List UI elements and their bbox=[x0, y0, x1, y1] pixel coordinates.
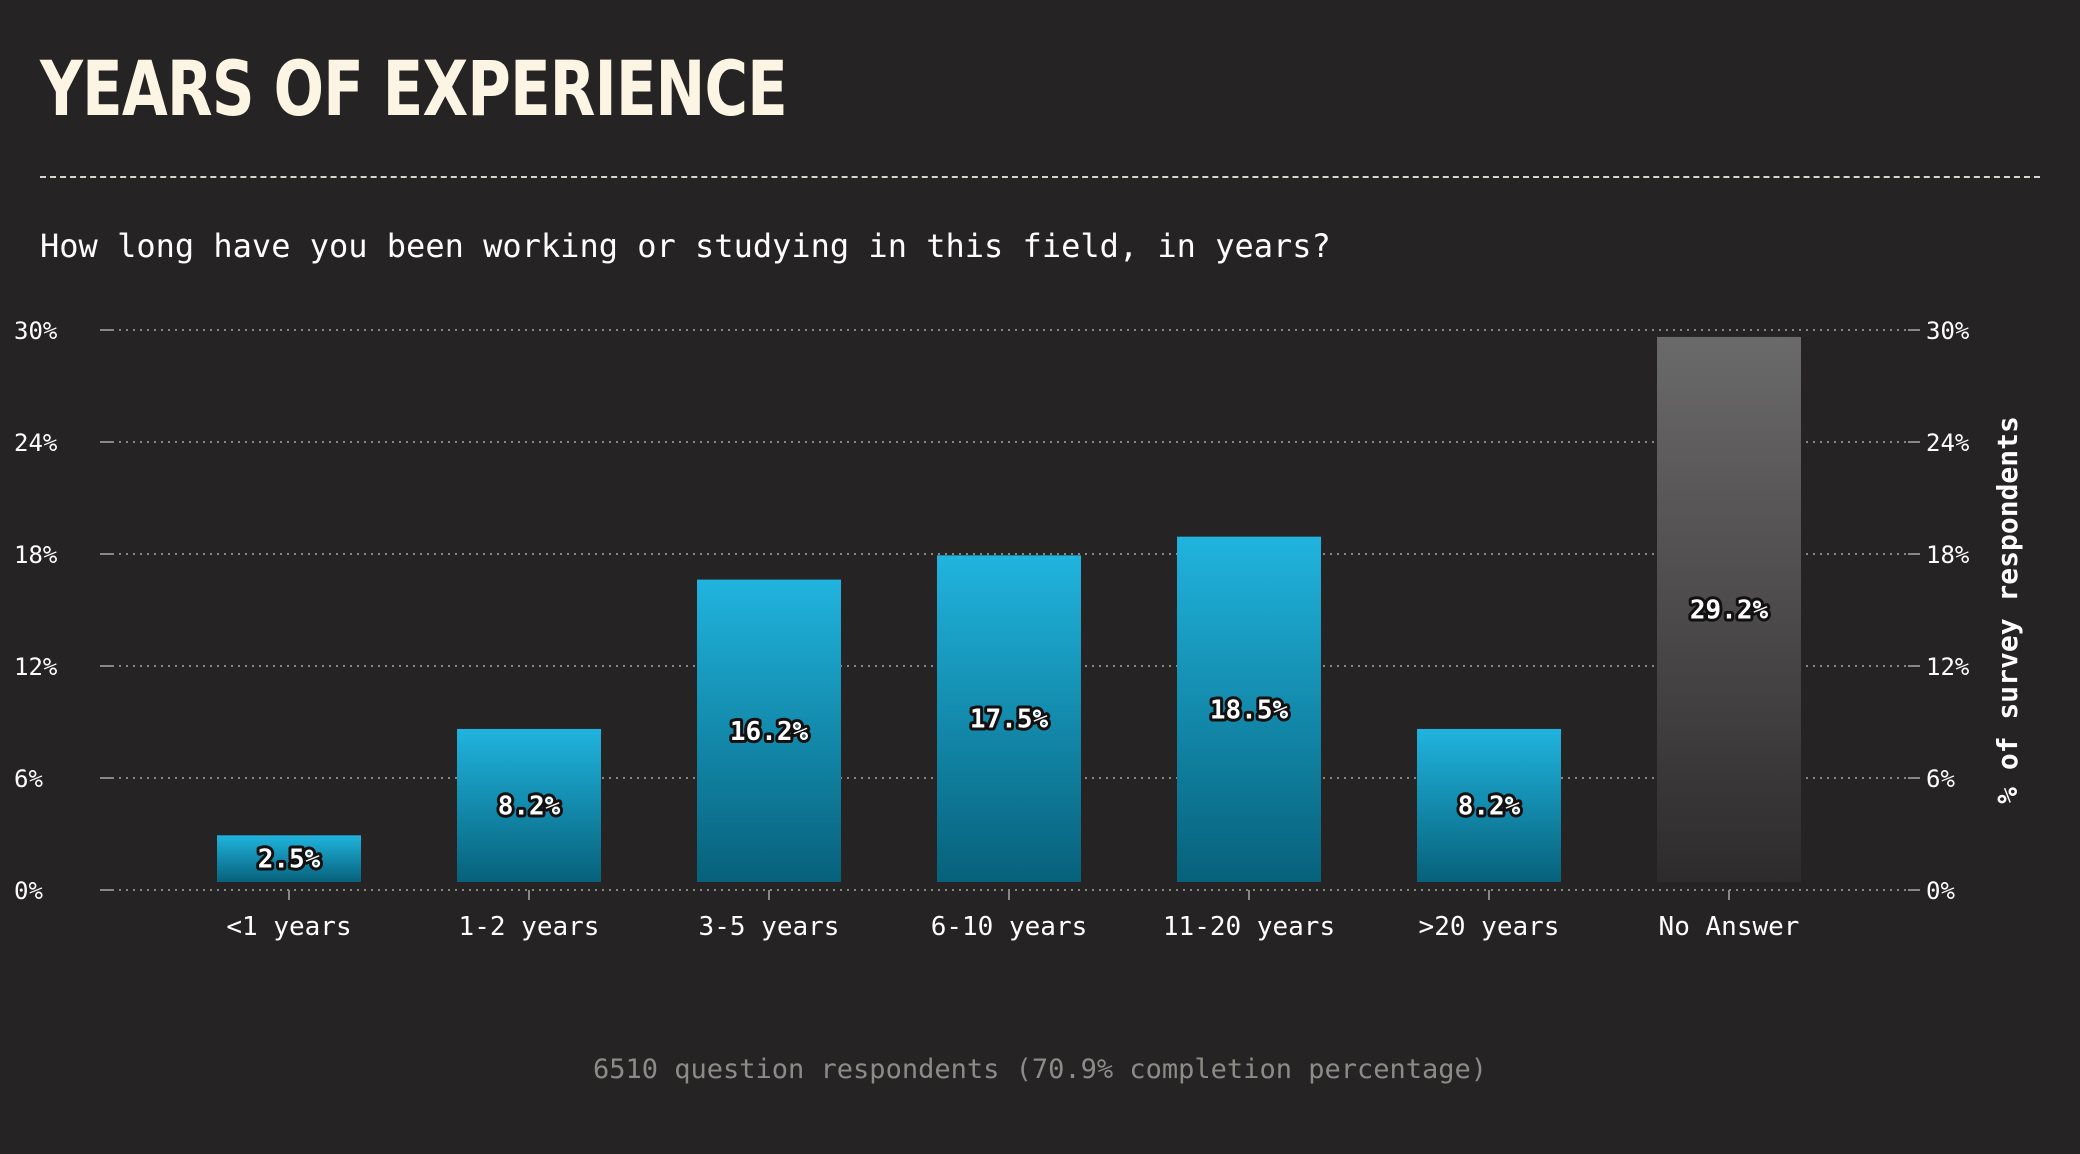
x-tick-label: 11-20 years bbox=[1163, 912, 1335, 942]
y-tick-label-right: 0% bbox=[1926, 877, 1955, 905]
data-label: 8.2% bbox=[498, 791, 561, 821]
y-tick-label-left: 0% bbox=[14, 877, 43, 905]
x-tick-label: 6-10 years bbox=[931, 912, 1088, 942]
y-tick-label-left: 12% bbox=[14, 653, 58, 681]
x-tick-label: 1-2 years bbox=[459, 912, 600, 942]
data-label: 2.5% bbox=[258, 845, 321, 875]
x-tick-label: No Answer bbox=[1659, 912, 1800, 942]
data-label: 16.2% bbox=[730, 717, 809, 747]
x-tick-label: >20 years bbox=[1419, 912, 1560, 942]
y-tick-label-right: 24% bbox=[1926, 429, 1970, 457]
y-tick-label-right: 6% bbox=[1926, 765, 1955, 793]
bar bbox=[697, 579, 841, 882]
data-label: 29.2% bbox=[1690, 595, 1769, 625]
y-tick-label-left: 24% bbox=[14, 429, 58, 457]
bar bbox=[1177, 536, 1321, 882]
x-tick-label: <1 years bbox=[226, 912, 351, 942]
y-tick-label-right: 30% bbox=[1926, 317, 1970, 345]
bar bbox=[1417, 728, 1561, 882]
data-label: 18.5% bbox=[1210, 695, 1289, 725]
bar bbox=[1657, 336, 1801, 882]
respondents-note: 6510 question respondents (70.9% complet… bbox=[592, 1054, 1488, 1085]
bar bbox=[217, 835, 361, 882]
y-axis-title: % of survey respondents bbox=[1991, 416, 2024, 804]
chart-subtitle: How long have you been working or studyi… bbox=[40, 227, 1331, 265]
x-tick-label: 3-5 years bbox=[699, 912, 840, 942]
bar bbox=[457, 728, 601, 882]
y-tick-label-left: 18% bbox=[14, 541, 58, 569]
title-divider bbox=[40, 176, 2040, 178]
bars bbox=[217, 336, 1801, 882]
y-tick-label-right: 12% bbox=[1926, 653, 1970, 681]
labels: 0% 0% 6% 6% 12% 12% 18% 18% 24% 24% 30% 30% <1 years… bbox=[14, 317, 2024, 942]
bar bbox=[937, 555, 1081, 882]
data-label: 17.5% bbox=[970, 705, 1049, 735]
y-tick-label-left: 30% bbox=[14, 317, 58, 345]
y-tick-label-right: 18% bbox=[1926, 541, 1970, 569]
chart-title: YEARS OF EXPERIENCE bbox=[40, 44, 788, 133]
data-label: 8.2% bbox=[1458, 791, 1521, 821]
y-tick-label-left: 6% bbox=[14, 765, 43, 793]
